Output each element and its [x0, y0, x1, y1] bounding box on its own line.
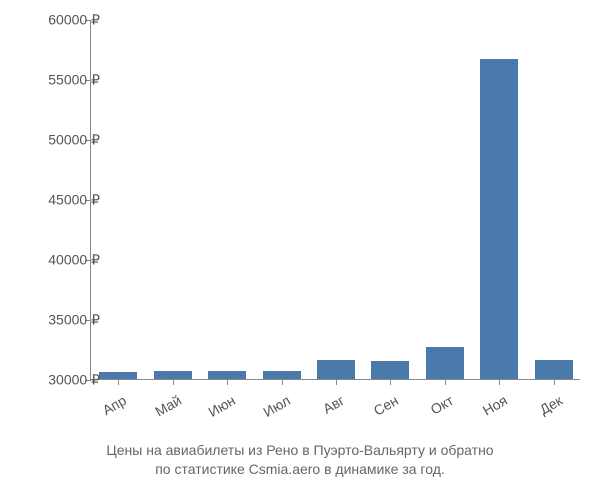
bar [208, 371, 246, 379]
bar [263, 371, 301, 379]
x-tick [118, 379, 119, 385]
x-tick [227, 379, 228, 385]
y-axis-label: 45000 ₽ [48, 192, 100, 209]
bar [154, 371, 192, 379]
plot-area [90, 20, 580, 380]
chart-container: АпрМайИюнИюлАвгСенОктНояДек [90, 20, 580, 410]
x-tick [336, 379, 337, 385]
x-axis-label: Авг [310, 392, 347, 423]
x-tick [445, 379, 446, 385]
bar [371, 361, 409, 379]
x-axis-label: Дек [527, 392, 564, 423]
x-axis-label: Июн [201, 392, 238, 423]
chart-caption: Цены на авиабилеты из Рено в Пуэрто-Валь… [0, 441, 600, 480]
y-axis-label: 60000 ₽ [48, 12, 100, 29]
x-tick [499, 379, 500, 385]
y-axis-label: 55000 ₽ [48, 72, 100, 89]
x-axis-label: Ноя [473, 392, 510, 423]
x-tick [554, 379, 555, 385]
x-axis-label: Апр [92, 392, 129, 423]
x-axis-label: Июл [255, 392, 292, 423]
y-axis-label: 30000 ₽ [48, 372, 100, 389]
x-axis-label: Сен [364, 392, 401, 423]
x-axis-label: Окт [418, 392, 455, 423]
x-axis-label: Май [146, 392, 183, 423]
x-tick [173, 379, 174, 385]
y-axis-label: 35000 ₽ [48, 312, 100, 329]
caption-line1: Цены на авиабилеты из Рено в Пуэрто-Валь… [106, 442, 493, 458]
bar [426, 347, 464, 379]
bar [535, 360, 573, 379]
x-tick [282, 379, 283, 385]
bar [480, 59, 518, 379]
x-tick [390, 379, 391, 385]
bar [317, 360, 355, 379]
caption-line2: по статистике Csmia.aero в динамике за г… [155, 461, 445, 477]
bar [99, 372, 137, 379]
y-axis-label: 50000 ₽ [48, 132, 100, 149]
y-axis-label: 40000 ₽ [48, 252, 100, 269]
